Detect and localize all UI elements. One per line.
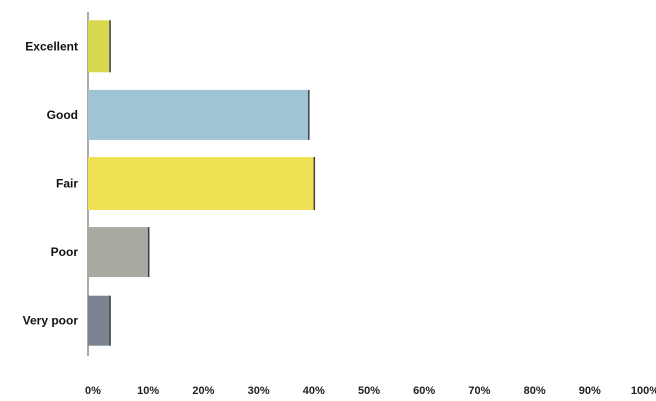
x-tick-label: 50% — [358, 385, 380, 397]
x-tick-label: 90% — [579, 385, 601, 397]
x-tick-label: 20% — [192, 385, 214, 397]
x-tick-label: 40% — [303, 385, 325, 397]
category-label-fair: Fair — [56, 177, 78, 191]
bar-fair — [88, 157, 315, 210]
x-tick-label: 10% — [137, 385, 159, 397]
category-labels-group: Excellent Good Fair Poor Very poor — [23, 39, 79, 327]
x-tick-label: 80% — [524, 385, 546, 397]
bars-group — [88, 20, 316, 346]
x-tick-label: 100% — [631, 385, 656, 397]
bar-poor — [88, 227, 149, 278]
x-tick-label: 30% — [248, 385, 270, 397]
bar-very-poor — [88, 295, 111, 346]
category-label-good: Good — [47, 108, 78, 122]
x-tick-labels-group: 0% 10% 20% 30% 40% 50% 60% 70% 80% 90% 100% — [85, 385, 656, 397]
category-label-excellent: Excellent — [25, 39, 78, 53]
category-label-very-poor: Very poor — [23, 314, 79, 328]
category-label-poor: Poor — [51, 245, 79, 259]
bar-good — [88, 89, 309, 140]
x-tick-label: 0% — [85, 385, 101, 397]
x-tick-label: 60% — [413, 385, 435, 397]
bar-excellent — [88, 20, 111, 73]
x-tick-label: 70% — [468, 385, 490, 397]
